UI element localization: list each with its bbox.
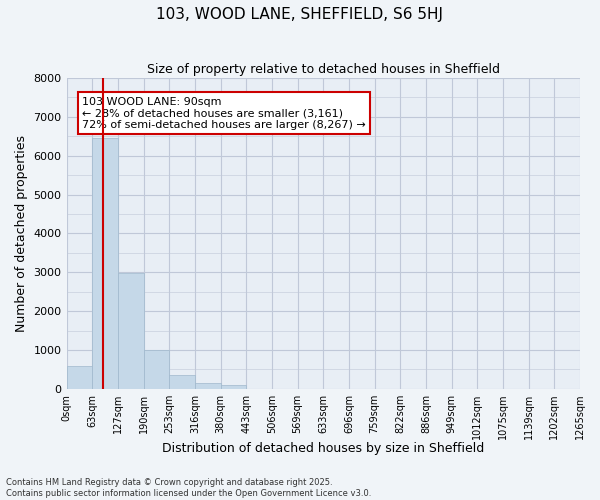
Title: Size of property relative to detached houses in Sheffield: Size of property relative to detached ho… [147, 62, 500, 76]
X-axis label: Distribution of detached houses by size in Sheffield: Distribution of detached houses by size … [162, 442, 484, 455]
Text: 103, WOOD LANE, SHEFFIELD, S6 5HJ: 103, WOOD LANE, SHEFFIELD, S6 5HJ [157, 8, 443, 22]
Bar [67, 366, 92, 389]
Bar [92, 138, 118, 389]
Bar [169, 375, 195, 389]
Bar [118, 273, 143, 389]
Y-axis label: Number of detached properties: Number of detached properties [15, 135, 28, 332]
Text: 103 WOOD LANE: 90sqm
← 28% of detached houses are smaller (3,161)
72% of semi-de: 103 WOOD LANE: 90sqm ← 28% of detached h… [82, 96, 365, 130]
Bar [195, 383, 221, 389]
Bar [221, 386, 246, 389]
Bar [143, 350, 169, 389]
Text: Contains HM Land Registry data © Crown copyright and database right 2025.
Contai: Contains HM Land Registry data © Crown c… [6, 478, 371, 498]
